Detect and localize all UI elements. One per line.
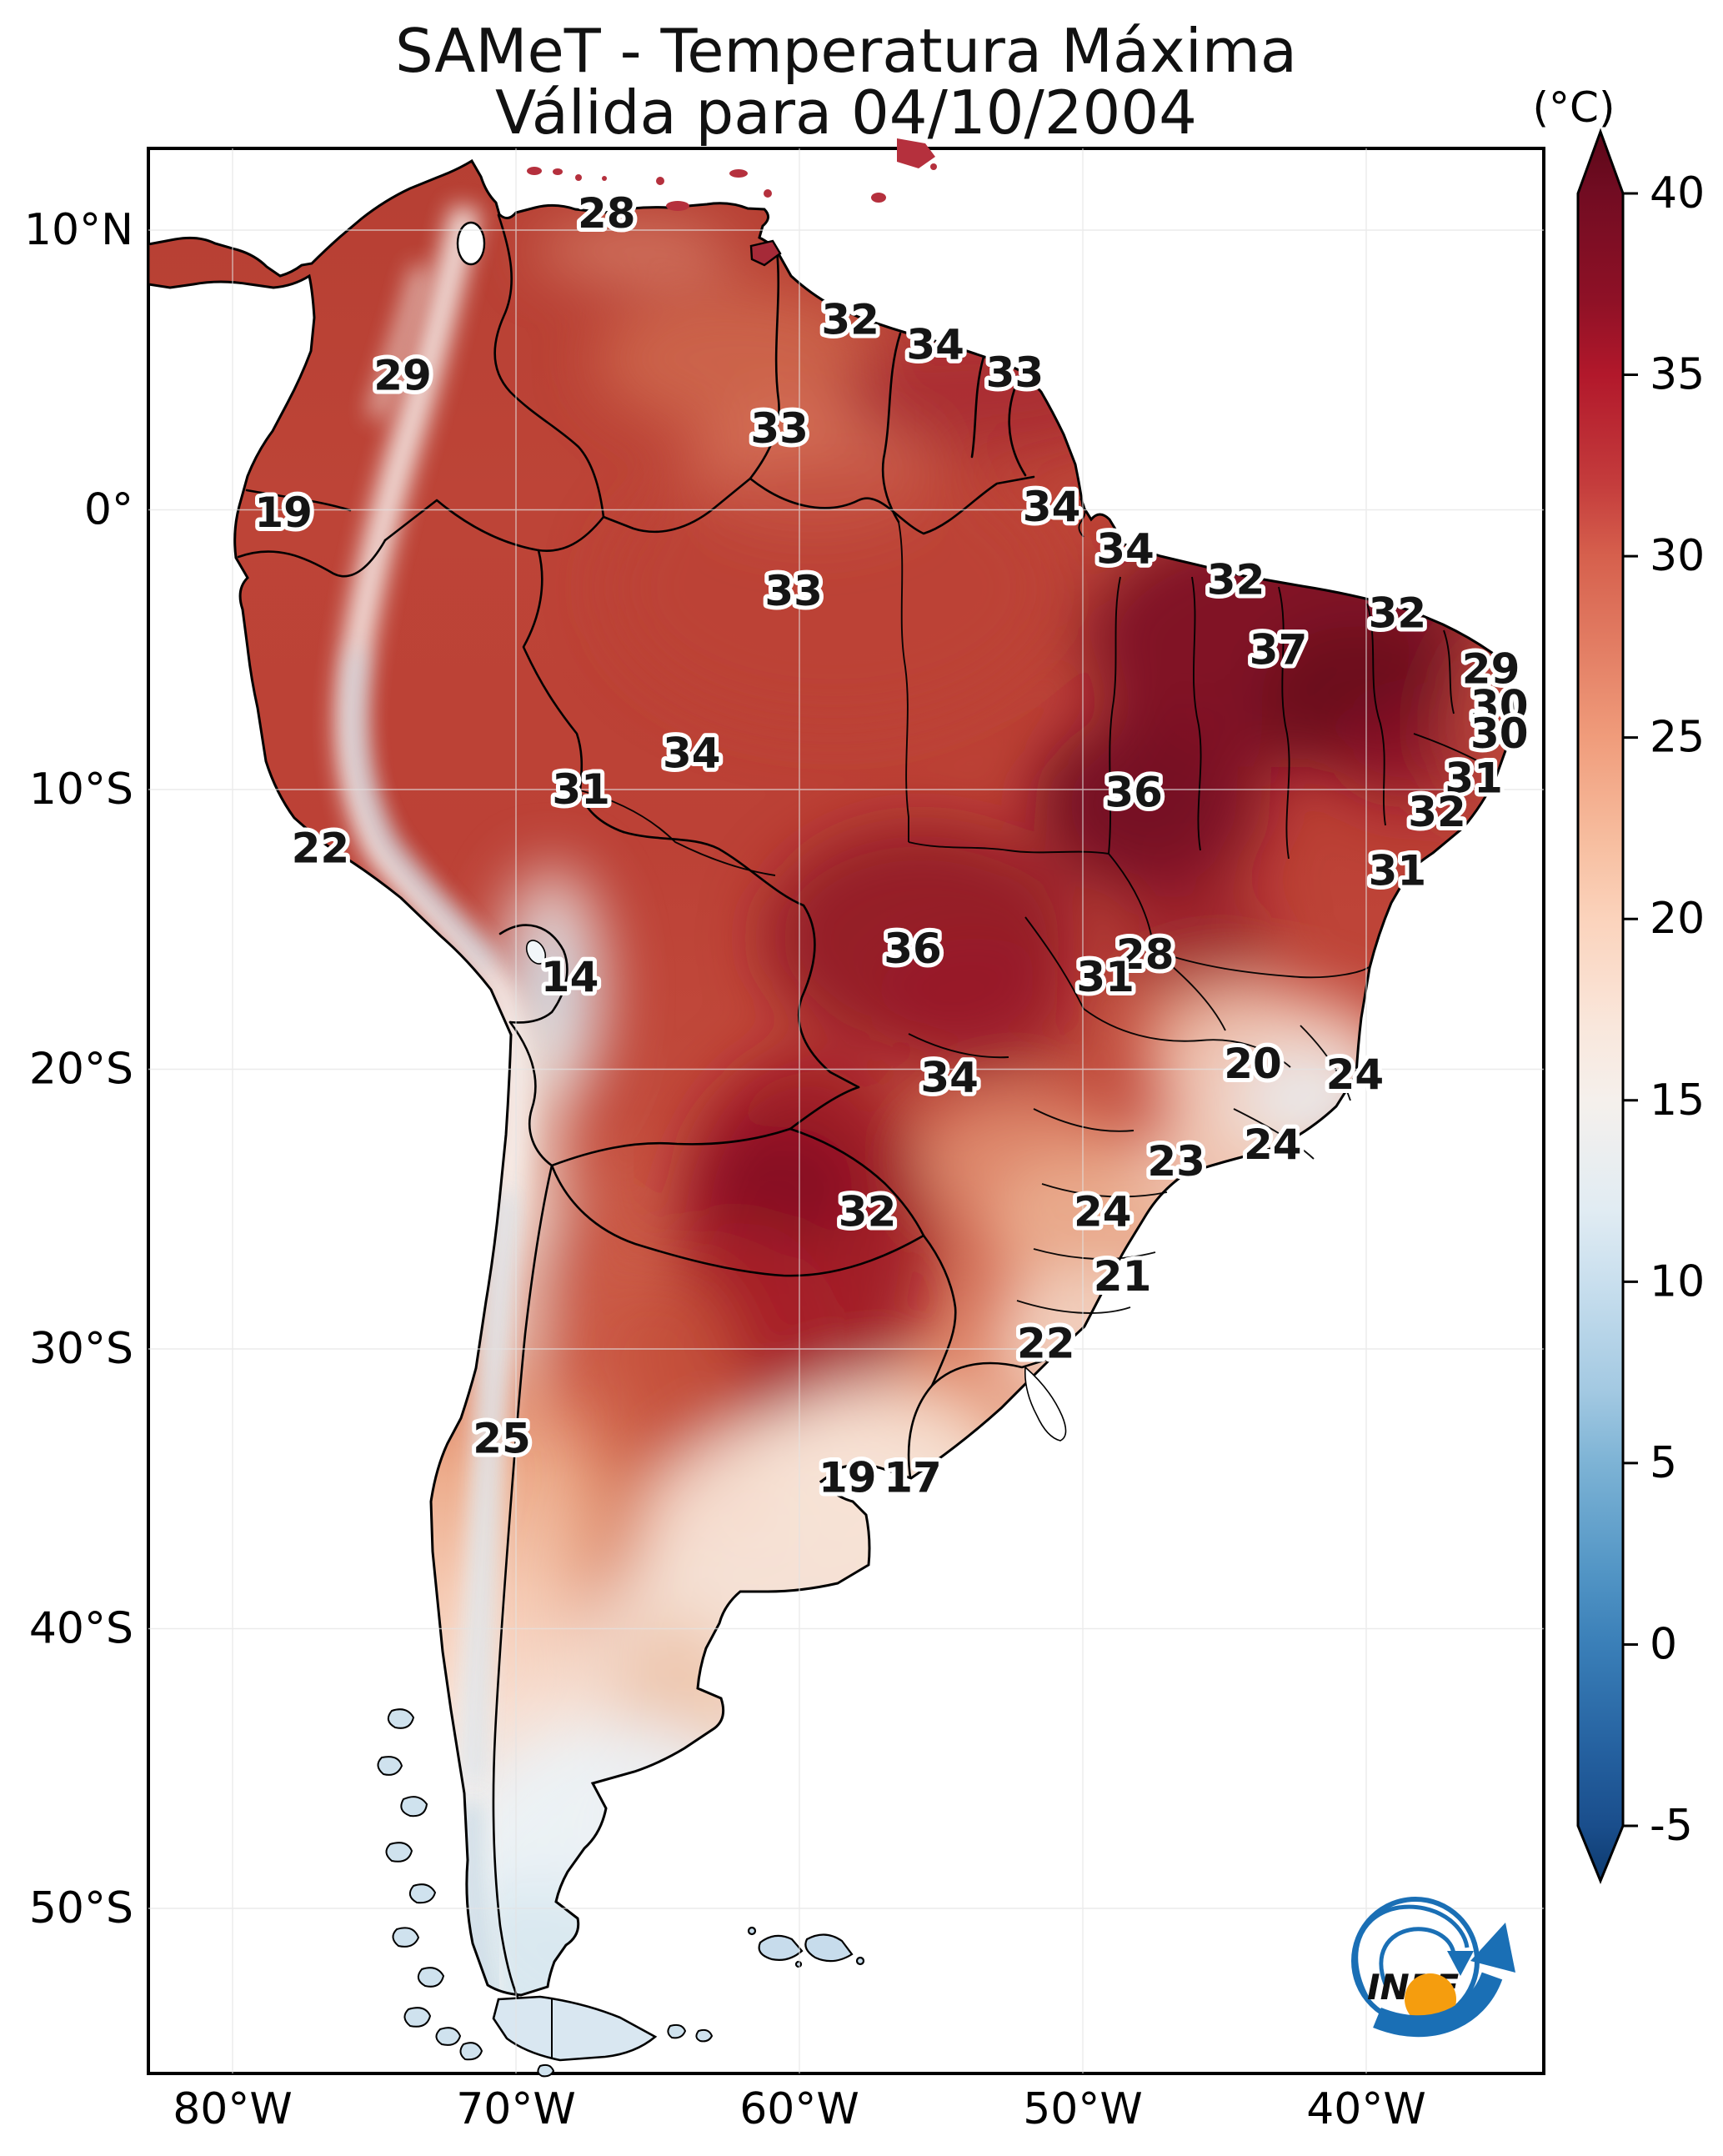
x-tick-label: 70°W — [456, 2084, 576, 2134]
x-tick-label: 40°W — [1306, 2084, 1426, 2134]
temperature-value-label: 30 — [1470, 709, 1529, 758]
temperature-value-label: 37 — [1250, 625, 1308, 674]
colorbar-tick-label: 0 — [1650, 1619, 1677, 1669]
colorbar-tick-label: 35 — [1650, 350, 1705, 400]
temperature-value-label: 29 — [373, 351, 432, 399]
state-borders — [579, 498, 1493, 1314]
grid-layer — [148, 148, 1544, 2073]
temperature-value-label: 24 — [1244, 1121, 1302, 1169]
trinidad-island — [749, 239, 782, 267]
temperature-value-label: 28 — [1116, 930, 1175, 979]
temperature-value-label: 31 — [1445, 755, 1503, 803]
temperature-value-label: 21 — [1094, 1252, 1152, 1301]
page-subtitle: Válida para 04/10/2004 — [495, 78, 1197, 148]
temperature-value-label: 19 — [254, 489, 313, 537]
colorbar-tick-label: 15 — [1650, 1075, 1705, 1126]
temperature-value-label: 32 — [839, 1188, 897, 1236]
temperature-value-label: 24 — [1326, 1050, 1385, 1099]
andes-ribbon — [336, 204, 530, 1995]
x-axis-ticks: 80°W 70°W 60°W 50°W 40°W — [173, 2084, 1426, 2134]
temperature-value-label: 34 — [1096, 524, 1155, 573]
y-tick-label: 30°S — [29, 1324, 133, 1374]
colorbar-tick-label: 20 — [1650, 894, 1705, 944]
temperature-value-label: 31 — [1076, 953, 1134, 1001]
colorbar-gradient-bar — [1576, 128, 1625, 1884]
temperature-value-label: 24 — [1074, 1188, 1132, 1236]
colorbar-unit-label: (°C) — [1533, 83, 1615, 132]
colorbar-ticks: 40 35 30 25 20 15 10 5 0 -5 — [1623, 168, 1705, 1851]
temperature-value-label: 32 — [1408, 788, 1466, 836]
temperature-value-label: 32 — [821, 295, 879, 343]
y-tick-label: 50°S — [29, 1883, 133, 1933]
swirl-icon — [1354, 1904, 1470, 1999]
colorbar-tick-label: 10 — [1650, 1256, 1705, 1306]
x-tick-label: 80°W — [173, 2084, 293, 2134]
colorbar: 40 35 30 25 20 15 10 5 0 -5 (°C) — [1533, 83, 1705, 1884]
temperature-value-label: 22 — [292, 824, 350, 872]
fjord-islands — [377, 1708, 714, 2078]
swirl-inner-icon — [1379, 1927, 1456, 1985]
y-tick-label: 40°S — [29, 1604, 133, 1654]
page-title: SAMeT - Temperatura Máxima — [395, 16, 1297, 86]
colorbar-tick-label: 5 — [1650, 1438, 1677, 1488]
temperature-value-label: 33 — [986, 348, 1044, 397]
swirl-arrowhead-icon — [1447, 1951, 1474, 1976]
temperature-value-label: 34 — [1023, 483, 1081, 531]
lake-titicaca — [525, 940, 547, 965]
temperature-value-label: 25 — [473, 1414, 531, 1462]
temperature-value-label: 31 — [552, 765, 610, 814]
curved-arrow-icon — [1373, 1972, 1503, 2038]
temperature-value-label: 36 — [884, 925, 942, 973]
temperature-value-label: 19 — [819, 1453, 877, 1502]
y-tick-label: 0° — [84, 485, 133, 535]
temperature-value-label: 34 — [906, 321, 964, 369]
y-tick-label: 10°N — [24, 205, 133, 255]
temperature-value-label: 28 — [578, 189, 636, 238]
falkland-islands — [747, 1926, 865, 1968]
temperature-value-label: 34 — [920, 1054, 979, 1102]
temperature-value-label: 33 — [750, 404, 809, 453]
temperature-value-label: 20 — [1224, 1040, 1282, 1088]
caribbean-islands — [527, 138, 937, 211]
colorbar-tick-label: 25 — [1650, 713, 1705, 763]
y-axis-ticks: 10°N 0° 10°S 20°S 30°S 40°S 50°S — [24, 205, 133, 1933]
colorbar-tick-label: -5 — [1650, 1801, 1693, 1851]
islands — [377, 138, 937, 2078]
temperature-value-label: 14 — [541, 953, 599, 1001]
country-borders — [237, 213, 1050, 2001]
temperature-value-label: 33 — [764, 567, 823, 615]
temperature-value-label: 29 — [1462, 645, 1520, 694]
patos-lagoon — [1024, 1366, 1067, 1442]
temperature-value-label: 17 — [884, 1453, 942, 1502]
inpe-logo: INPE — [1351, 1897, 1515, 2038]
temperature-value-label: 22 — [1017, 1319, 1075, 1367]
y-tick-label: 20°S — [29, 1045, 133, 1095]
curved-arrowhead-icon — [1470, 1923, 1515, 1973]
temperature-value-label: 36 — [1104, 768, 1163, 816]
x-tick-label: 60°W — [739, 2084, 859, 2134]
temperature-value-label: 32 — [1369, 589, 1427, 638]
lake-maracaibo — [456, 221, 486, 266]
temperature-value-label: 32 — [1207, 555, 1265, 604]
lakes — [456, 221, 1067, 1442]
temperature-value-label: 23 — [1147, 1137, 1205, 1186]
y-tick-label: 10°S — [29, 765, 133, 815]
temperature-value-label: 30 — [1470, 681, 1529, 730]
colorbar-tick-label: 30 — [1650, 531, 1705, 581]
tierra-del-fuego — [492, 1995, 658, 2062]
colorbar-tick-label: 40 — [1650, 168, 1705, 218]
temperature-value-label: 34 — [663, 729, 721, 777]
x-tick-label: 50°W — [1023, 2084, 1143, 2134]
temperature-value-label: 31 — [1369, 846, 1427, 895]
